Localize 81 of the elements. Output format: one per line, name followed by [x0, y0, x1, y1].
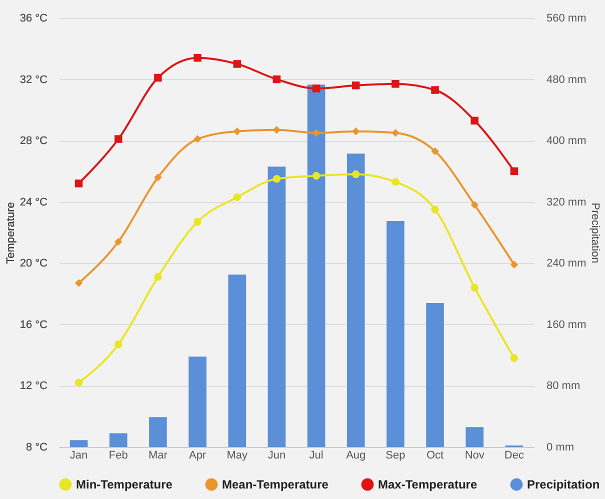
bar — [386, 221, 404, 447]
y-tick-label: 8 °C — [26, 442, 48, 454]
bar — [268, 166, 286, 447]
bar — [346, 154, 365, 447]
point — [272, 175, 281, 183]
x-tick-label: Jul — [309, 450, 324, 462]
legend-label: Precipitation — [527, 478, 600, 492]
legend-label: Min-Temperature — [76, 478, 173, 492]
point — [272, 126, 281, 134]
point — [470, 116, 478, 125]
x-tick-label: Apr — [188, 450, 206, 462]
y2-tick-label: 160 mm — [546, 318, 586, 331]
bar — [70, 440, 88, 447]
y2-tick-label: 240 mm — [546, 258, 586, 270]
x-tick-label: Mar — [148, 450, 168, 462]
point — [114, 340, 122, 348]
point — [74, 180, 83, 188]
point — [233, 128, 241, 136]
legend-label: Max-Temperature — [378, 478, 478, 492]
point — [272, 75, 281, 84]
point — [194, 54, 202, 62]
x-tick-label: Jan — [70, 450, 88, 462]
point — [312, 172, 320, 180]
point — [431, 206, 439, 214]
bar — [466, 427, 484, 447]
bar — [109, 433, 128, 447]
point — [431, 86, 439, 94]
point — [510, 354, 518, 362]
point — [312, 129, 320, 137]
x-tick-label: Sep — [386, 450, 406, 462]
point — [470, 201, 478, 209]
point — [352, 82, 360, 90]
point — [114, 135, 122, 143]
bar — [149, 417, 167, 447]
x-tick-label: Dec — [504, 450, 524, 462]
point — [114, 238, 122, 246]
point — [431, 147, 439, 156]
y-tick-label: 24 °C — [20, 196, 48, 208]
y2-tick-label: 480 mm — [546, 74, 586, 86]
y-tick-label: 32 °C — [20, 74, 48, 86]
point — [392, 178, 400, 186]
y2-tick-label: 560 mm — [546, 12, 586, 24]
point — [312, 84, 320, 92]
bar — [188, 356, 206, 447]
point — [194, 135, 202, 143]
point — [154, 74, 162, 82]
y2-tick-label: 320 mm — [546, 196, 586, 208]
y-tick-label: 36 °C — [20, 12, 48, 24]
x-tick-label: Nov — [464, 450, 485, 462]
point — [392, 80, 400, 88]
point — [74, 378, 83, 387]
point — [233, 193, 241, 202]
x-tick-label: Oct — [426, 450, 444, 462]
bar — [307, 84, 326, 447]
y-tick-label: 16 °C — [20, 318, 48, 331]
x-tick-label: May — [226, 450, 248, 462]
x-tick-label: Jun — [268, 450, 286, 462]
point — [510, 260, 518, 269]
y2-tick-label: 80 mm — [546, 380, 580, 392]
point — [154, 173, 162, 182]
point — [154, 273, 162, 281]
y-tick-label: 20 °C — [20, 258, 48, 270]
y-axis-title: Temperature — [4, 202, 17, 264]
point — [352, 170, 360, 178]
point — [510, 167, 518, 176]
point — [392, 129, 400, 137]
point — [470, 284, 478, 292]
point — [74, 279, 83, 287]
bar — [228, 274, 246, 447]
x-tick-label: Aug — [346, 450, 366, 462]
y-tick-label: 12 °C — [20, 380, 48, 392]
bar — [426, 302, 444, 447]
x-tick-label: Feb — [108, 450, 128, 462]
point — [352, 128, 360, 136]
y2-tick-label: 0 mm — [546, 442, 574, 454]
y-tick-label: 28 °C — [20, 135, 48, 148]
y2-tick-label: 400 mm — [546, 135, 586, 148]
point — [194, 218, 202, 226]
legend-label: Mean-Temperature — [222, 478, 329, 492]
point — [233, 60, 241, 68]
y2-axis-title: Precipitation — [589, 202, 602, 264]
